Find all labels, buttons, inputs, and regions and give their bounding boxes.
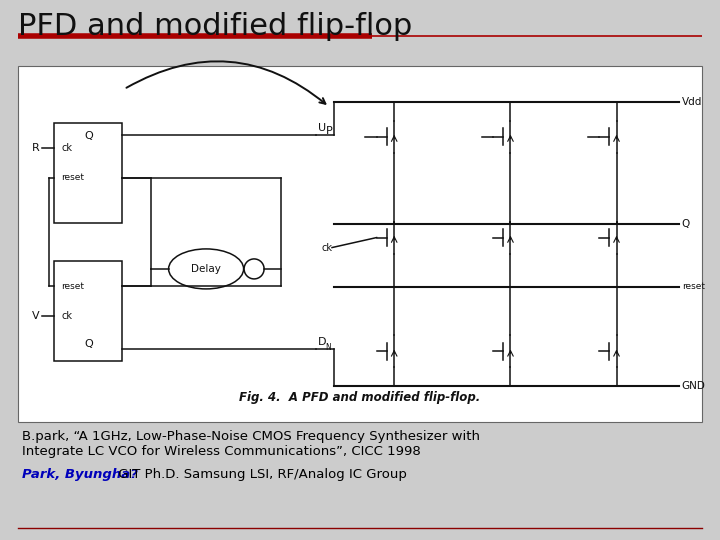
Text: Park, Byungha?: Park, Byungha? bbox=[22, 468, 138, 481]
Text: reset: reset bbox=[62, 173, 84, 182]
Text: reset: reset bbox=[682, 282, 705, 291]
Text: GIT Ph.D. Samsung LSI, RF/Analog IC Group: GIT Ph.D. Samsung LSI, RF/Analog IC Grou… bbox=[114, 468, 407, 481]
Ellipse shape bbox=[168, 249, 243, 289]
Text: PFD and modified flip-flop: PFD and modified flip-flop bbox=[18, 12, 413, 41]
Text: U: U bbox=[318, 123, 325, 133]
Text: N: N bbox=[325, 343, 331, 353]
Bar bbox=[18, 66, 702, 422]
Bar bbox=[53, 261, 122, 361]
Bar bbox=[53, 123, 122, 222]
Text: B.park, “A 1GHz, Low-Phase-Noise CMOS Frequency Synthesizer with: B.park, “A 1GHz, Low-Phase-Noise CMOS Fr… bbox=[22, 430, 480, 443]
Text: V: V bbox=[32, 312, 39, 321]
Text: reset: reset bbox=[62, 282, 84, 291]
Text: R: R bbox=[32, 143, 40, 153]
Text: Q: Q bbox=[682, 219, 690, 230]
Text: P: P bbox=[325, 126, 333, 136]
Text: ck: ck bbox=[321, 242, 332, 253]
Text: D: D bbox=[318, 338, 326, 347]
Text: Vdd: Vdd bbox=[682, 97, 702, 106]
Text: Q: Q bbox=[84, 131, 93, 140]
Text: Q: Q bbox=[84, 340, 93, 349]
Ellipse shape bbox=[244, 259, 264, 279]
Text: ck: ck bbox=[62, 143, 73, 153]
Text: Delay: Delay bbox=[192, 264, 221, 274]
Text: GND: GND bbox=[682, 381, 706, 391]
Text: Fig. 4.  A PFD and modified flip-flop.: Fig. 4. A PFD and modified flip-flop. bbox=[239, 391, 481, 404]
Text: ck: ck bbox=[62, 312, 73, 321]
Text: Integrate LC VCO for Wireless Communications”, CICC 1998: Integrate LC VCO for Wireless Communicat… bbox=[22, 445, 420, 458]
